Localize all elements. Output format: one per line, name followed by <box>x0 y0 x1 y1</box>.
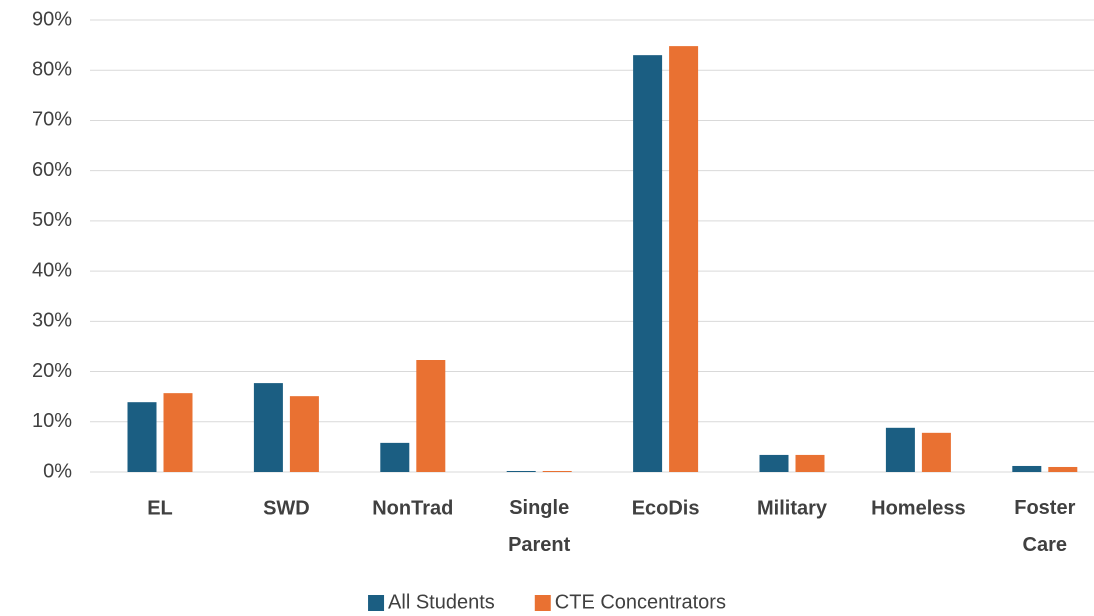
bar <box>633 55 663 473</box>
bar <box>163 393 193 472</box>
x-tick-label: Homeless <box>871 497 966 519</box>
x-tick-label: Military <box>757 497 828 519</box>
bar <box>795 454 825 472</box>
legend-label: CTE Concentrators <box>555 591 726 613</box>
y-tick-label: 90% <box>32 8 72 30</box>
bar <box>127 402 157 472</box>
legend-swatch <box>368 595 385 611</box>
bar <box>1048 466 1078 472</box>
x-tick-label: Foster Care <box>1014 497 1075 556</box>
bar <box>542 470 572 472</box>
y-tick-label: 30% <box>32 310 72 332</box>
bar <box>380 442 410 472</box>
bar <box>506 470 536 472</box>
bar <box>289 396 319 472</box>
bar <box>759 454 789 472</box>
y-tick-label: 40% <box>32 259 72 281</box>
bar <box>669 46 699 473</box>
x-tick-label: Single Parent <box>508 497 571 556</box>
legend-swatch <box>534 595 551 611</box>
x-tick-label: NonTrad <box>372 497 453 519</box>
bar <box>1012 465 1042 472</box>
x-tick-label: EL <box>147 497 173 519</box>
y-tick-label: 80% <box>32 59 72 81</box>
y-tick-label: 50% <box>32 209 72 231</box>
y-tick-label: 10% <box>32 410 72 432</box>
y-tick-label: 20% <box>32 360 72 382</box>
y-tick-label: 60% <box>32 159 72 181</box>
bar <box>253 383 283 472</box>
legend-label: All Students <box>388 591 495 613</box>
x-tick-label: SWD <box>263 497 310 519</box>
bar <box>885 427 915 472</box>
y-tick-label: 0% <box>43 460 72 482</box>
x-tick-label: EcoDis <box>632 497 700 519</box>
bar <box>416 360 446 472</box>
y-tick-label: 70% <box>32 109 72 131</box>
bar <box>921 432 951 472</box>
